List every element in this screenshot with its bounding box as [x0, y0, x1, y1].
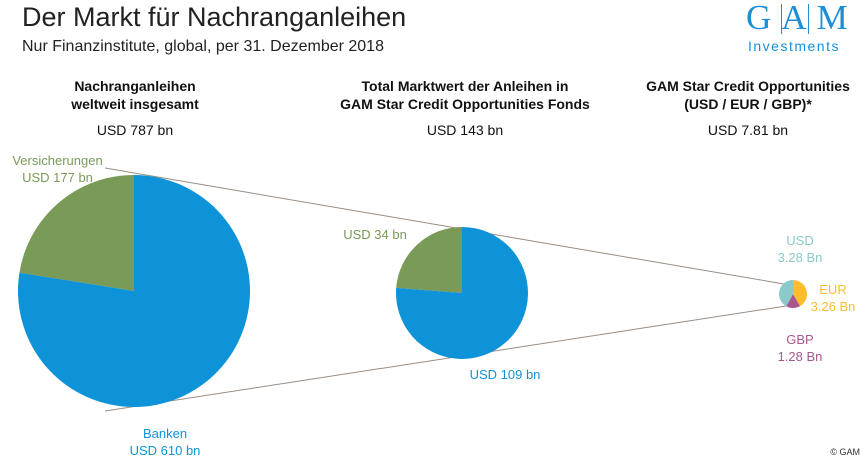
- pie-1-slice-1: [396, 227, 528, 359]
- pie-2-slice-0: [793, 279, 808, 307]
- connector-line-bottom: [104, 305, 787, 412]
- label-usd: USD 3.28 Bn: [777, 233, 823, 265]
- label-versicherungen: Versicherungen USD 177 bn: [12, 153, 103, 185]
- pie-2-slice-2: [779, 280, 793, 307]
- page-subtitle: Nur Finanzinstitute, global, per 31. Dez…: [22, 38, 384, 55]
- connector-line-top: [104, 167, 785, 285]
- label-gbp: GBP 1.28 Bn: [777, 332, 823, 364]
- header-fund: Total Marktwert der Anleihen in GAM Star …: [340, 78, 590, 112]
- label-fund-green: USD 34 bn: [343, 227, 407, 242]
- pie-2-slice-1: [786, 294, 800, 309]
- total-global: USD 787 bn: [96, 122, 174, 138]
- copyright: © GAM: [830, 447, 860, 457]
- pie-0-slice-0: [19, 175, 134, 291]
- pie-1-slice-0: [396, 227, 462, 293]
- logo-subtitle: Investments: [748, 38, 840, 54]
- header-global: Nachranganleihen weltweit insgesamt: [71, 78, 199, 112]
- label-fund-blue: USD 109 bn: [469, 367, 541, 382]
- page-title: Der Markt für Nachranganleihen: [22, 2, 407, 32]
- total-gam-star: USD 7.81 bn: [707, 122, 789, 138]
- pie-0-slice-1: [18, 175, 250, 408]
- label-banken: Banken USD 610 bn: [129, 426, 201, 458]
- header-gam-star: GAM Star Credit Opportunities (USD / EUR …: [646, 78, 850, 112]
- label-eur: EUR 3.26 Bn: [810, 282, 856, 314]
- total-fund: USD 143 bn: [426, 122, 504, 138]
